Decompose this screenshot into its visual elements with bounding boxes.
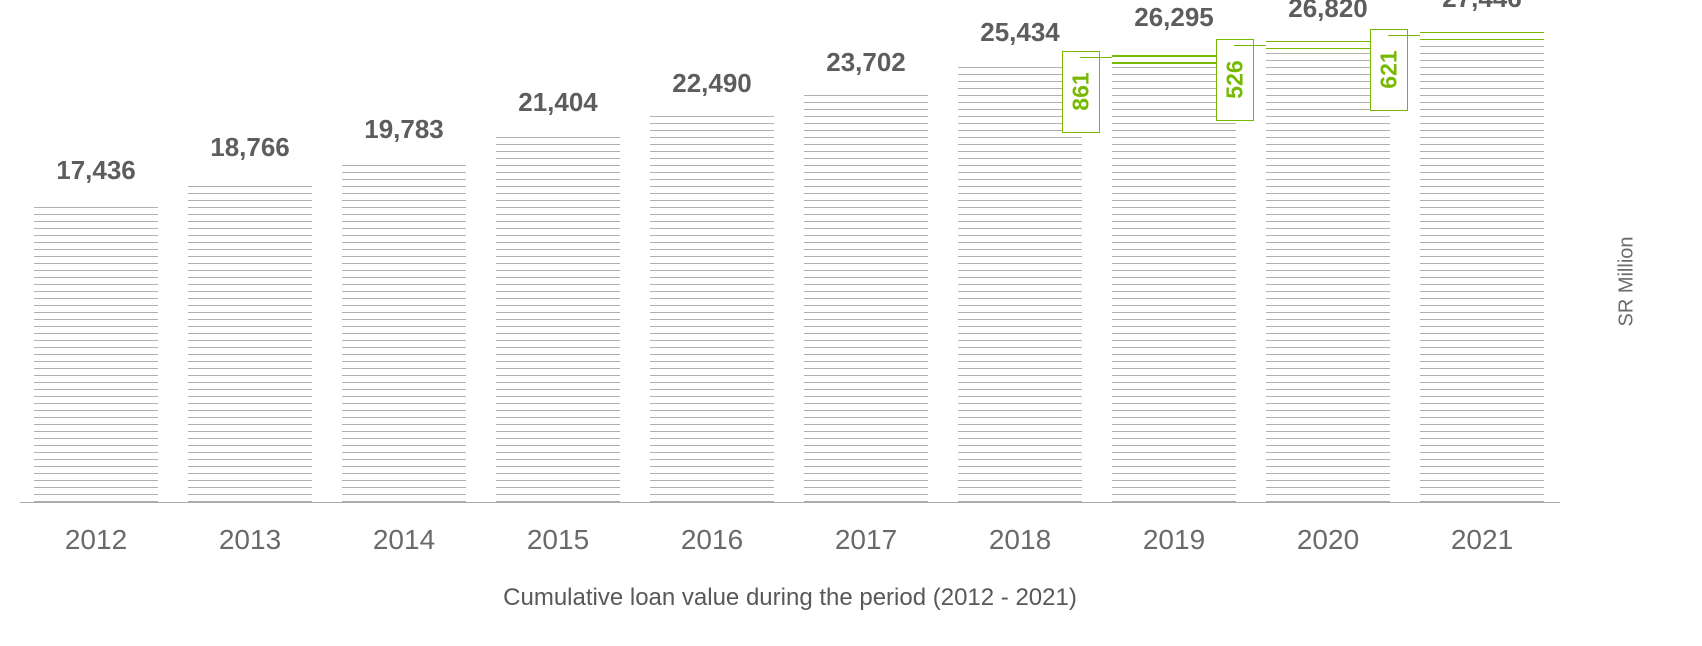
loan-chart: 17,436 18,766 19,783 21,404 22,490 23,702 25,4… bbox=[0, 0, 1702, 646]
delta-connector-h bbox=[1388, 35, 1420, 36]
x-axis-label: 2020 bbox=[1297, 524, 1359, 556]
bar-value-label: 27,446 bbox=[1442, 0, 1522, 14]
bar bbox=[1420, 30, 1544, 502]
plot-area: 17,436 18,766 19,783 21,404 22,490 23,702 25,4… bbox=[20, 20, 1560, 502]
bar-value-label: 17,436 bbox=[56, 155, 136, 186]
bar-value-label: 26,820 bbox=[1288, 0, 1368, 24]
bar bbox=[342, 161, 466, 502]
bar-value-label: 22,490 bbox=[672, 68, 752, 99]
chart-caption: Cumulative loan value during the period … bbox=[503, 584, 1077, 612]
delta-connector-h bbox=[1234, 45, 1266, 46]
x-axis-label: 2013 bbox=[219, 524, 281, 556]
delta-callout: 621 bbox=[1370, 29, 1408, 111]
x-axis-label: 2021 bbox=[1451, 524, 1513, 556]
bar bbox=[188, 179, 312, 502]
bar bbox=[496, 134, 620, 502]
delta-callout: 861 bbox=[1062, 51, 1100, 133]
bar-value-label: 19,783 bbox=[364, 114, 444, 145]
baseline bbox=[20, 502, 1560, 503]
x-axis-label: 2015 bbox=[527, 524, 589, 556]
bar bbox=[650, 115, 774, 502]
bar-value-label: 23,702 bbox=[826, 47, 906, 78]
x-axis-label: 2019 bbox=[1143, 524, 1205, 556]
bar-accent-top bbox=[1420, 30, 1544, 41]
y-axis-label: SR Million bbox=[1615, 236, 1638, 326]
x-axis-label: 2014 bbox=[373, 524, 435, 556]
x-axis-label: 2016 bbox=[681, 524, 743, 556]
delta-connector-h bbox=[1080, 57, 1112, 58]
bar-value-label: 18,766 bbox=[210, 132, 290, 163]
delta-value: 861 bbox=[1068, 73, 1095, 111]
delta-value: 526 bbox=[1222, 61, 1249, 99]
x-axis-label: 2017 bbox=[835, 524, 897, 556]
bar-value-label: 26,295 bbox=[1134, 2, 1214, 33]
x-axis-label: 2018 bbox=[989, 524, 1051, 556]
x-axis-label: 2012 bbox=[65, 524, 127, 556]
bar bbox=[804, 94, 928, 502]
bar-value-label: 21,404 bbox=[518, 87, 598, 118]
delta-callout: 526 bbox=[1216, 39, 1254, 121]
bar-value-label: 25,434 bbox=[980, 17, 1060, 48]
bar bbox=[34, 202, 158, 502]
delta-value: 621 bbox=[1376, 51, 1403, 89]
